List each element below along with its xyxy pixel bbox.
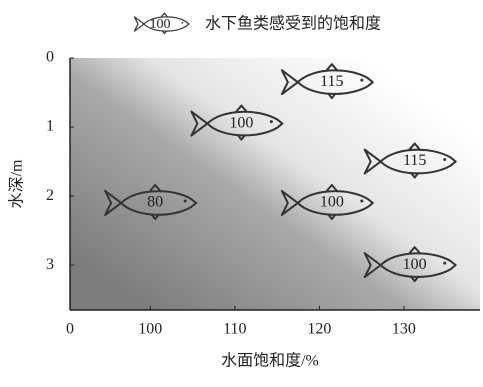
x-tick-label: 120: [307, 321, 331, 338]
data-label: 115: [403, 152, 426, 169]
x-tick-label: 0: [66, 321, 74, 338]
legend-sample-label: 100: [150, 17, 171, 32]
legend-label: 水下鱼类感受到的饱和度: [205, 15, 381, 33]
y-tick-label: 3: [46, 256, 54, 273]
x-axis-label: 水面饱和度/%: [221, 352, 319, 370]
y-tick-label: 1: [46, 118, 54, 135]
y-tick-label: 0: [46, 49, 54, 66]
data-label: 80: [147, 194, 163, 211]
x-tick-label: 130: [392, 321, 416, 338]
y-axis-label: 水深/m: [8, 159, 26, 208]
data-label: 100: [229, 114, 253, 131]
x-tick-label: 110: [223, 321, 246, 338]
data-label: 100: [320, 194, 344, 211]
chart: 100 水下鱼类感受到的饱和度 水面饱和度/% 水深/m 01001101201…: [0, 0, 483, 382]
data-label: 115: [320, 73, 343, 90]
x-tick-label: 100: [138, 321, 162, 338]
data-label: 100: [403, 256, 427, 273]
y-tick-label: 2: [46, 187, 54, 204]
